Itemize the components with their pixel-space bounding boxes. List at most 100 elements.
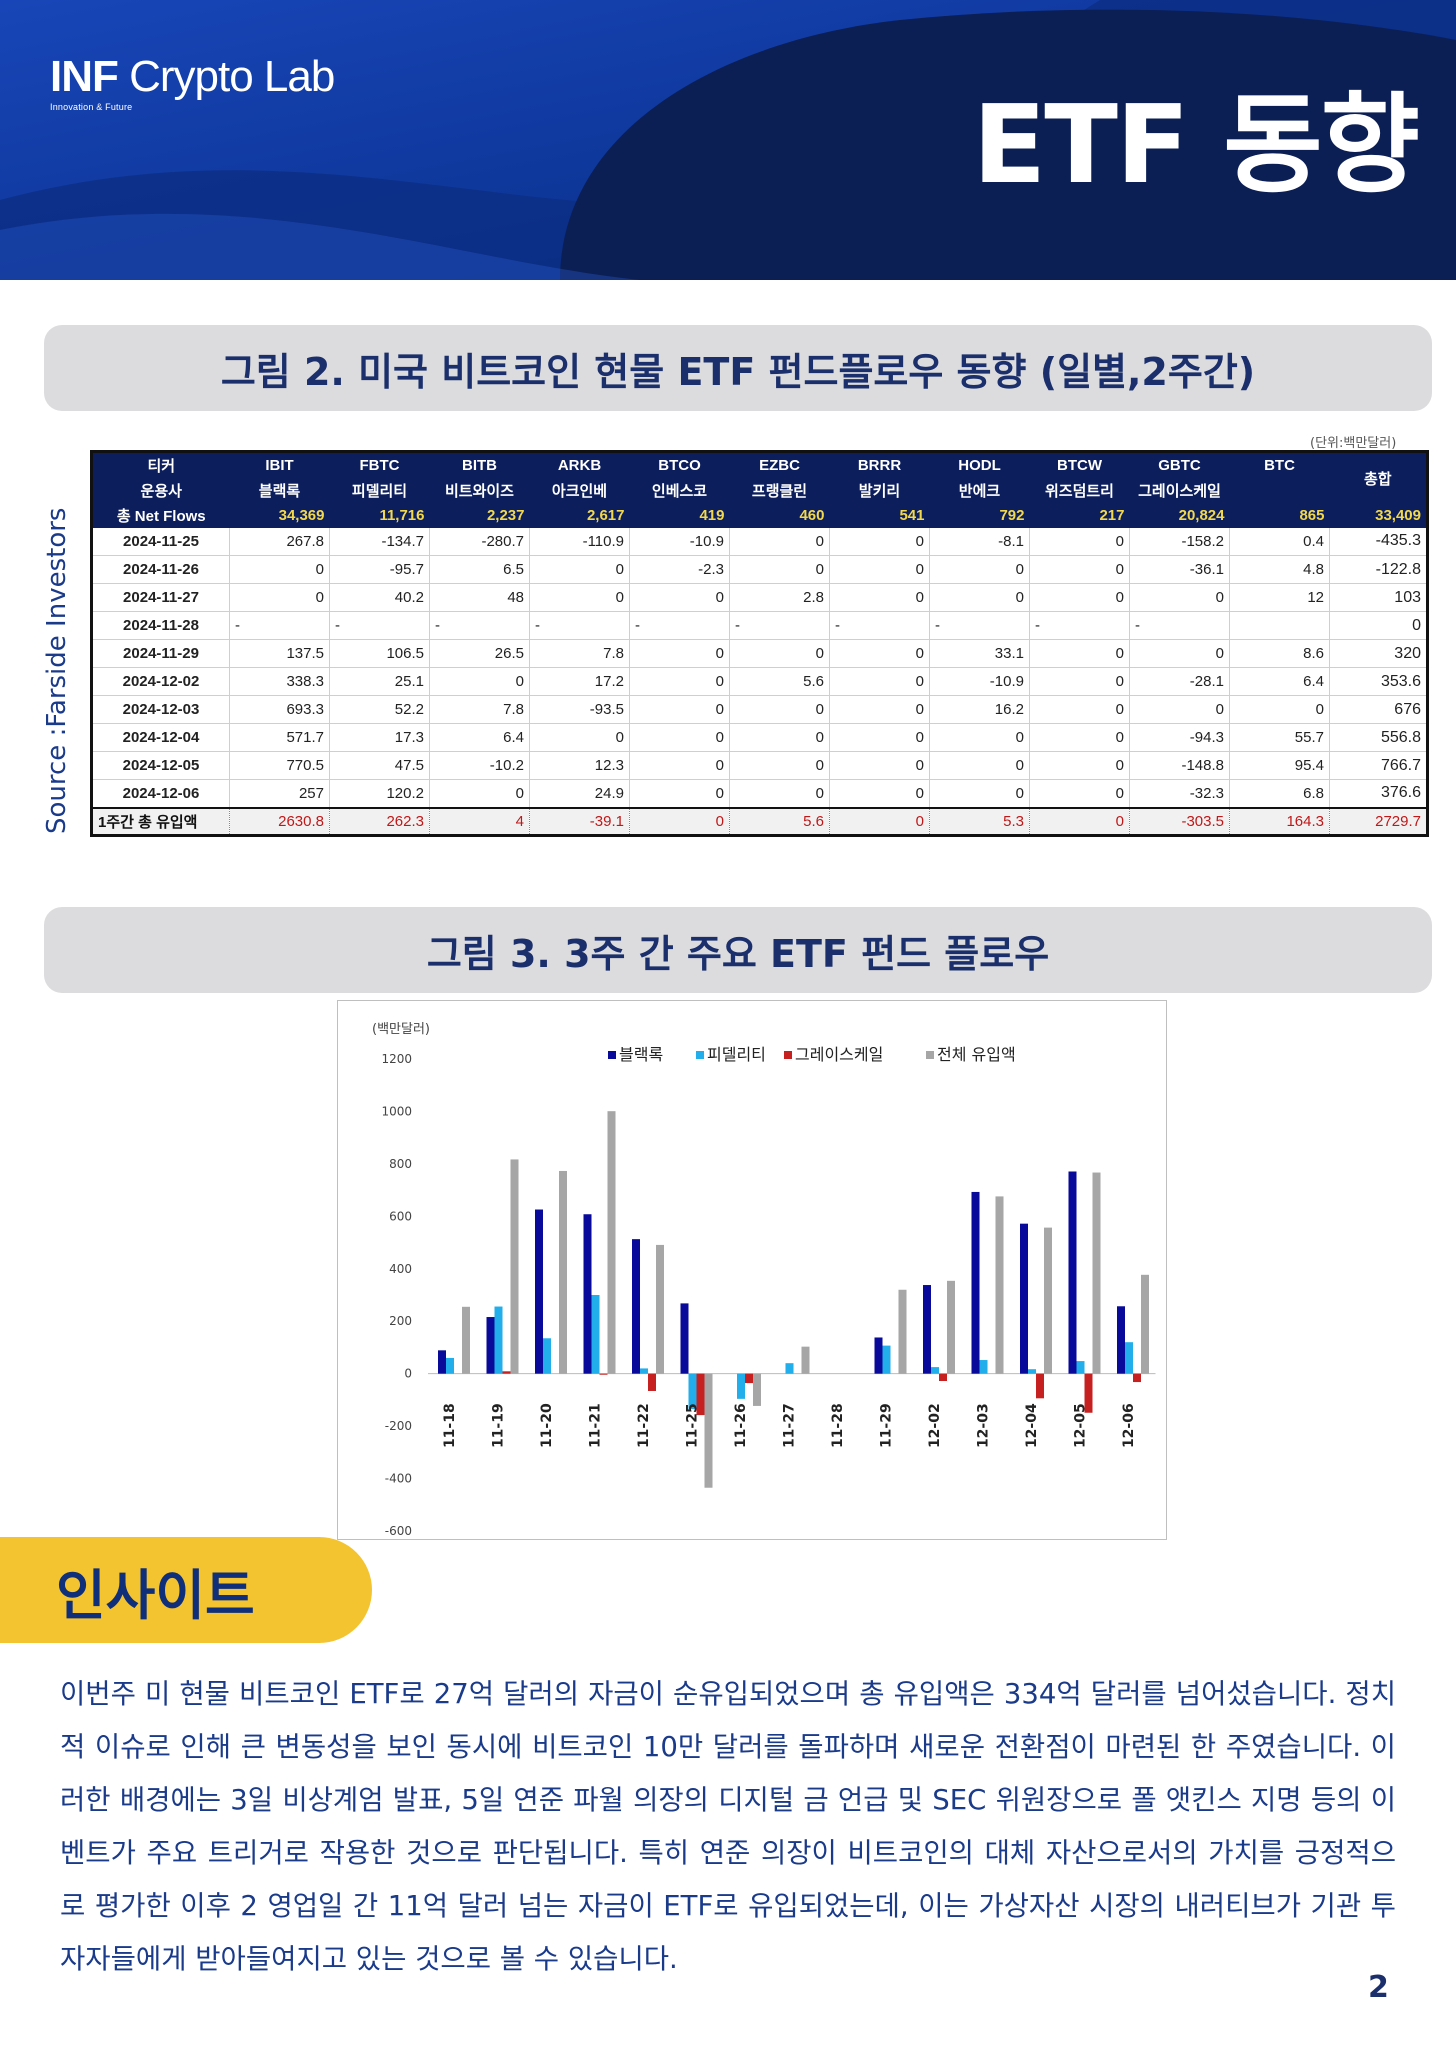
- bar-그레이스케일: [1133, 1373, 1141, 1383]
- bar-전체 유입액: [704, 1373, 713, 1488]
- weekly-total-cell: 5.6: [729, 806, 830, 836]
- table-cell: -: [629, 611, 730, 640]
- legend-swatch: [926, 1051, 934, 1059]
- bar-그레이스케일: [939, 1373, 947, 1382]
- x-tick-label: 11-20: [539, 1403, 555, 1448]
- bar-피델리티: [882, 1345, 891, 1374]
- table-cell: -110.9: [529, 527, 630, 556]
- table-cell: 338.3: [229, 667, 330, 696]
- table-cell: 0: [729, 639, 830, 668]
- x-tick-label: 11-28: [830, 1403, 846, 1448]
- weekly-total-cell: -39.1: [529, 806, 630, 836]
- table-cell: 120.2: [329, 779, 430, 808]
- table-cell: 0: [1029, 639, 1130, 668]
- bar-피델리티: [737, 1373, 745, 1399]
- x-tick-label: 11-29: [879, 1403, 895, 1448]
- issuer-header-row: 운용사 블랙록 피델리티 비트와이즈 아크인베 인베스코 프랭클린 발키리 반에크 위즈덤트리 그레…: [91, 477, 1428, 504]
- table-cell: 0: [429, 779, 530, 808]
- ticker-header-cell: BRRR: [829, 451, 930, 478]
- net-flows-cell: 541: [829, 503, 930, 528]
- table-cell: 0: [1029, 555, 1130, 584]
- table-cell: 0: [1029, 527, 1130, 556]
- table-cell: 556.8: [1329, 723, 1428, 752]
- net-flows-cell: 34,369: [229, 503, 330, 528]
- bar-전체 유입액: [898, 1289, 907, 1374]
- page-title: ETF 동향: [972, 83, 1420, 208]
- net-flows-cell: 11,716: [329, 503, 430, 528]
- table-cell: 0: [529, 583, 630, 612]
- table-cell: -95.7: [329, 555, 430, 584]
- legend-swatch: [696, 1051, 704, 1059]
- total-header-cell: 총합: [1329, 451, 1428, 504]
- table-cell: 106.5: [329, 639, 430, 668]
- bar-전체 유입액: [462, 1306, 470, 1374]
- table-cell: 0: [1029, 723, 1130, 752]
- unit-note: (단위:백만달러): [1310, 436, 1397, 451]
- y-tick-label: 200: [389, 1314, 412, 1328]
- bar-블랙록: [535, 1209, 543, 1374]
- issuer-header-cell: 반에크: [929, 477, 1030, 504]
- table-cell: 257: [229, 779, 330, 808]
- bar-전체 유입액: [1044, 1227, 1052, 1374]
- table-cell: 0: [1029, 751, 1130, 780]
- bar-블랙록: [632, 1239, 640, 1374]
- table-cell: -10.9: [929, 667, 1030, 696]
- brand-logo: INF Crypto Lab Innovation & Future: [50, 52, 335, 113]
- bar-피델리티: [1076, 1361, 1085, 1374]
- row-date: 2024-11-26: [91, 555, 230, 584]
- table-cell: 0: [829, 667, 930, 696]
- bar-전체 유입액: [995, 1196, 1004, 1374]
- net-flows-cell: 865: [1229, 503, 1330, 528]
- y-tick-label: 600: [389, 1209, 412, 1223]
- x-tick-label: 12-04: [1024, 1403, 1040, 1448]
- weekly-total-cell: 164.3: [1229, 806, 1330, 836]
- table-cell: -94.3: [1129, 723, 1230, 752]
- table-cell: 6.8: [1229, 779, 1330, 808]
- table-cell: -10.2: [429, 751, 530, 780]
- row-date: 2024-12-03: [91, 695, 230, 724]
- x-tick-label: 11-22: [636, 1403, 652, 1448]
- logo-tagline: Innovation & Future: [50, 102, 133, 112]
- bar-피델리티: [543, 1338, 551, 1374]
- bar-블랙록: [486, 1317, 495, 1374]
- table-cell: 0: [1129, 695, 1230, 724]
- bar-전체 유입액: [1141, 1274, 1149, 1374]
- legend-label: 블랙록: [619, 1045, 663, 1064]
- table-cell: 0: [729, 527, 830, 556]
- table-cell: [1229, 611, 1330, 640]
- weekly-total-cell: 2729.7: [1329, 806, 1428, 836]
- table-cell: 0: [929, 751, 1030, 780]
- table-cell: -: [329, 611, 430, 640]
- table-cell: -: [529, 611, 630, 640]
- bar-전체 유입액: [559, 1170, 567, 1374]
- table-cell: 8.6: [1229, 639, 1330, 668]
- table-row: 2024-11-29 137.5 106.5 26.5 7.8 0 0 0 33.1 0 0 8.6 3…: [91, 639, 1428, 668]
- ticker-header-cell: BTCW: [1029, 451, 1130, 478]
- source-label: Source :Farside Investors: [42, 507, 72, 834]
- net-flows-cell: 217: [1029, 503, 1130, 528]
- table-cell: 0: [729, 779, 830, 808]
- table-cell: -435.3: [1329, 527, 1428, 556]
- weekly-total-cell: 0: [629, 806, 730, 836]
- table-cell: 103: [1329, 583, 1428, 612]
- table-cell: 47.5: [329, 751, 430, 780]
- table-row: 2024-12-04 571.7 17.3 6.4 0 0 0 0 0 0 -94.3 55.7 556…: [91, 723, 1428, 752]
- row-date: 2024-11-27: [91, 583, 230, 612]
- row-date: 2024-12-05: [91, 751, 230, 780]
- issuer-header-cell: 위즈덤트리: [1029, 477, 1130, 504]
- table-cell: 0: [1329, 611, 1428, 640]
- table-cell: -10.9: [629, 527, 730, 556]
- weekly-total-cell: 2630.8: [229, 806, 330, 836]
- net-flows-cell: 460: [729, 503, 830, 528]
- table-cell: 0: [1029, 667, 1130, 696]
- issuer-header-label: 운용사: [91, 477, 230, 504]
- table-cell: 0: [629, 639, 730, 668]
- bar-피델리티: [1028, 1369, 1036, 1374]
- net-flows-cell: 2,237: [429, 503, 530, 528]
- net-flows-cell: 419: [629, 503, 730, 528]
- legend-label: 전체 유입액: [937, 1045, 1016, 1064]
- ticker-header-cell: GBTC: [1129, 451, 1230, 478]
- table-cell: -: [1029, 611, 1130, 640]
- table-cell: -93.5: [529, 695, 630, 724]
- bar-피델리티: [591, 1295, 600, 1374]
